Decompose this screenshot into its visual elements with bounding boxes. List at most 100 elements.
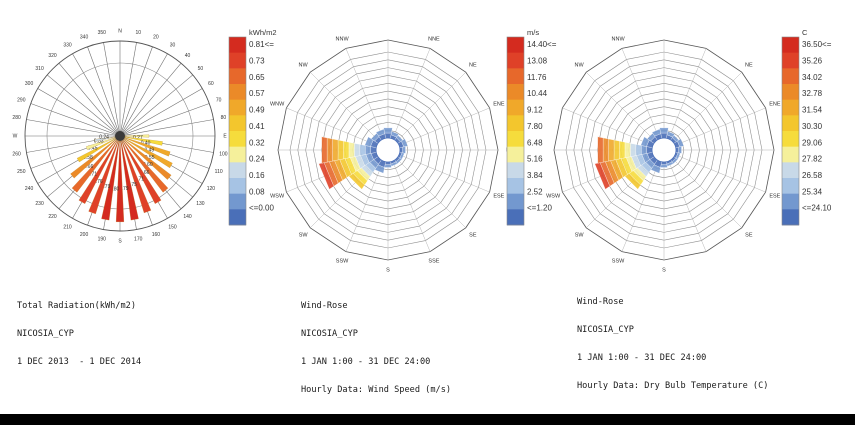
legend-swatch [782, 209, 799, 226]
legend-swatch [507, 162, 524, 179]
direction-label: NNE [428, 37, 440, 43]
angle-label: 40 [185, 53, 191, 59]
legend-swatch [229, 193, 246, 210]
legend-label: 0.24 [249, 155, 265, 164]
bar-value-label: 0.76 [93, 179, 103, 185]
petal-segment [659, 127, 669, 134]
spoke-line [621, 48, 660, 140]
bar-value-label: 0.55 [145, 155, 155, 161]
legend-swatch [782, 99, 799, 116]
angle-label: 100 [219, 152, 228, 158]
legend-swatch [507, 115, 524, 132]
spoke-line [72, 53, 121, 137]
spoke-line [398, 107, 490, 146]
petal-segment [359, 144, 366, 156]
petal-segment [401, 138, 409, 148]
legend-label: 0.49 [249, 106, 265, 115]
spoke-line [674, 107, 766, 146]
angle-label: 310 [35, 66, 44, 72]
legend-swatch [507, 209, 524, 226]
legend-swatch [507, 99, 524, 116]
angle-label: 300 [25, 81, 34, 87]
legend-label: 27.82 [802, 155, 823, 164]
legend-label: 30.30 [802, 122, 823, 131]
petal-segment [641, 145, 647, 155]
legend-swatch [229, 209, 246, 226]
legend-label: 0.81<= [249, 40, 274, 49]
angle-label: 200 [80, 232, 89, 238]
legend-swatch [507, 52, 524, 69]
legend-swatch [507, 193, 524, 210]
direction-label: NNW [612, 37, 626, 43]
direction-label: NW [575, 63, 585, 69]
petal-segment [597, 136, 604, 164]
direction-label: SSW [336, 258, 349, 264]
legend-swatch [782, 52, 799, 69]
spoke-line [47, 74, 121, 137]
spoke-line [58, 63, 121, 137]
spoke-line [103, 42, 121, 137]
angle-label: 50 [198, 66, 204, 72]
legend-swatch [507, 37, 524, 54]
legend-label: 6.48 [527, 138, 543, 147]
direction-label: SSE [428, 258, 439, 264]
direction-label: SE [745, 232, 753, 238]
spoke-line [398, 154, 490, 193]
legend-label: 5.16 [527, 155, 543, 164]
legend-title: m/s [527, 28, 539, 37]
legend-swatch [229, 37, 246, 54]
spoke-line [119, 74, 193, 137]
legend-swatch [507, 84, 524, 101]
legend-label: 0.16 [249, 171, 265, 180]
legend-label: <=0.00 [249, 204, 274, 213]
spoke-line [586, 72, 656, 142]
petal-segment [348, 142, 355, 158]
legend-frame [506, 36, 525, 226]
petal-segment [651, 128, 661, 137]
caption-line: NICOSIA_CYP [301, 329, 358, 340]
caption-line: Hourly Data: Wind Speed (m/s) [301, 385, 452, 396]
radiation-caption: Total Radiation(kWh/m2) NICOSIA_CYP 1 DE… [17, 283, 141, 377]
wind-speed-legend: m/s 14.40<= 13.08 11.76 10.44 9.12 7.80 6.48 5.1… [506, 28, 557, 226]
legend-label: 14.40<= [527, 40, 557, 49]
spoke-line [562, 107, 654, 146]
angle-label: 320 [48, 53, 57, 59]
angle-label: 70 [216, 97, 222, 103]
angle-label: W [13, 133, 18, 139]
legend-swatch [782, 193, 799, 210]
legend-label: 0.57 [249, 89, 265, 98]
legend-label: 0.32 [249, 138, 265, 147]
angle-label: 130 [196, 201, 205, 207]
legend-label: 9.12 [527, 106, 543, 115]
angle-label: 30 [170, 42, 176, 48]
angle-label: 150 [168, 224, 177, 230]
legend-label: 0.65 [249, 73, 265, 82]
radiation-legend: kWh/m2 0.81<= 0.73 0.65 0.57 0.49 0.41 0.32 0.24… [228, 28, 277, 226]
bar-value-label: 0.66 [140, 170, 150, 176]
bar-value-label: 0.79 [101, 184, 111, 190]
spoke-line [668, 48, 707, 140]
direction-label: ENE [769, 102, 781, 108]
spoke-line [392, 160, 431, 252]
caption-line: Wind-Rose [577, 296, 624, 307]
petal-segment [390, 131, 399, 138]
angle-label: 250 [17, 169, 26, 175]
spoke-line [392, 48, 431, 140]
caption-line: 1 DEC 2013 - 1 DEC 2014 [17, 357, 142, 368]
bar-value-label: 0.45 [88, 146, 98, 152]
spoke-line [310, 72, 380, 142]
legend-frame [781, 36, 800, 226]
caption-line: 1 JAN 1:00 - 31 DEC 24:00 [577, 353, 707, 364]
bar-value-label: 0.33 [94, 139, 104, 145]
spoke-line [672, 158, 742, 228]
direction-label: SW [575, 232, 585, 238]
direction-label: SW [299, 232, 309, 238]
angle-label: 190 [98, 237, 107, 243]
legend-label: 3.84 [527, 171, 543, 180]
direction-label: ESE [493, 193, 504, 199]
bar-value-label: 0.27 [133, 135, 143, 141]
direction-label: WNW [270, 102, 285, 108]
angle-label: 260 [12, 152, 21, 158]
radiation-rose-chart: 0.270.400.490.550.600.660.710.750.790.80… [12, 28, 227, 244]
